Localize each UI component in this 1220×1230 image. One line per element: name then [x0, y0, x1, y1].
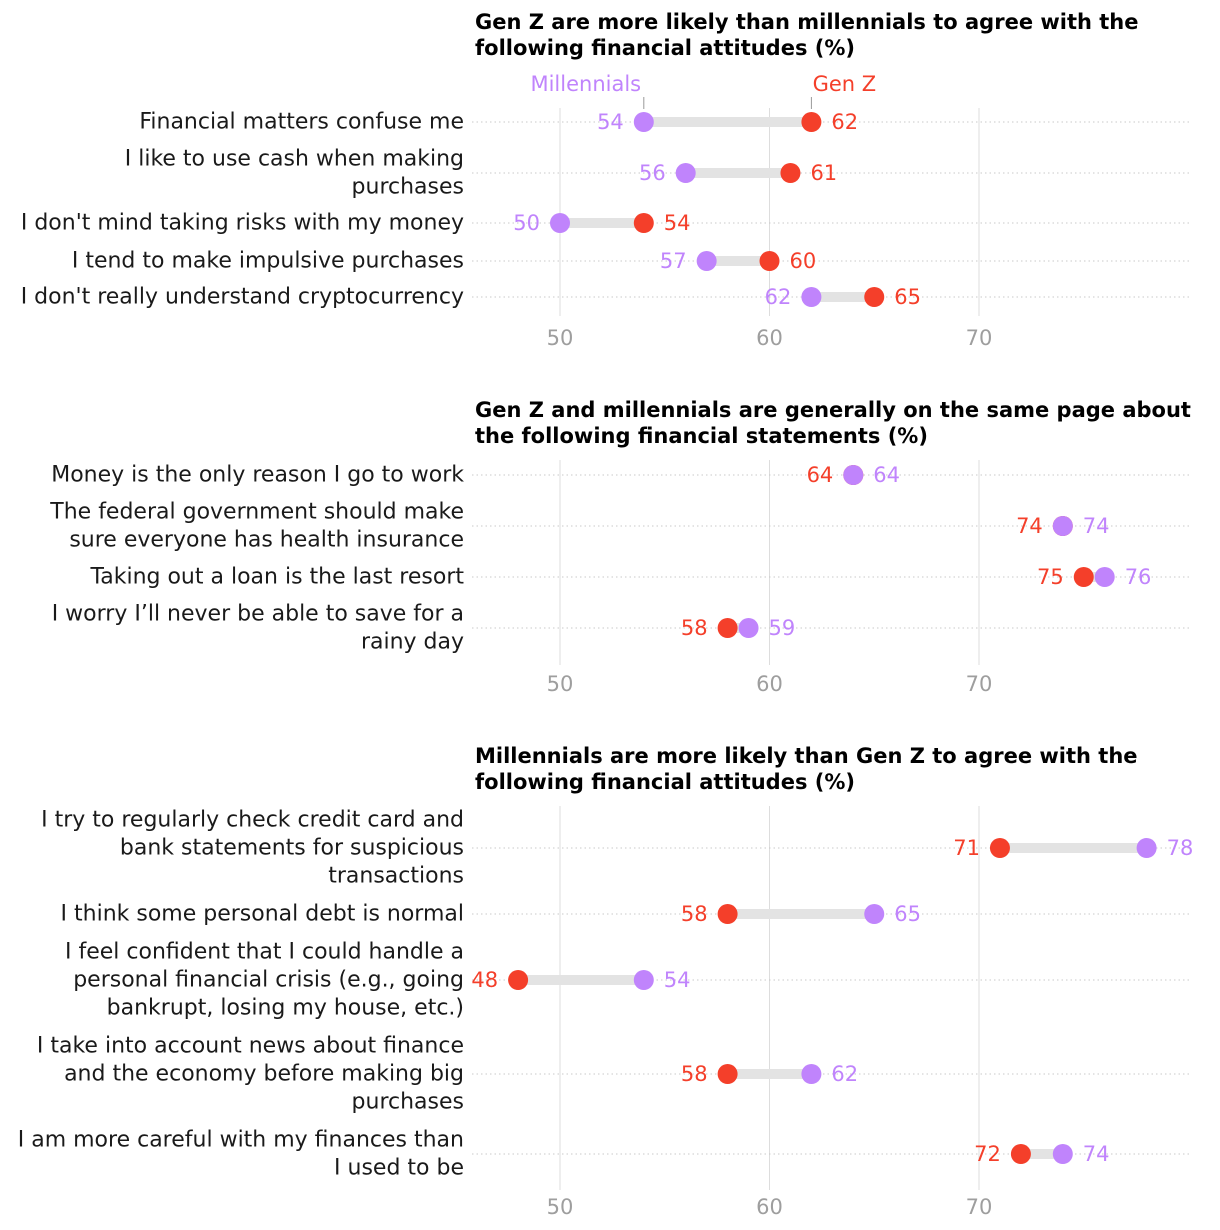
millennials-value-label: 64: [873, 463, 900, 487]
millennials-value-label: 57: [660, 249, 687, 273]
row-label: I used to be: [334, 1156, 464, 1181]
x-tick-label: 70: [966, 1195, 993, 1219]
genz-dot: [508, 970, 529, 990]
genz-value-label: 64: [807, 463, 834, 487]
x-tick-label: 70: [966, 672, 993, 696]
row-label: The federal government should make: [49, 500, 464, 525]
millennials-value-label: 54: [664, 968, 691, 992]
millennials-value-label: 50: [513, 211, 540, 235]
row-label: I am more careful with my finances than: [18, 1128, 464, 1153]
genz-dot: [989, 838, 1010, 858]
legend-genz: Gen Z: [813, 72, 877, 96]
millennials-dot: [738, 618, 759, 638]
genz-dot: [717, 618, 738, 638]
millennials-dot: [864, 904, 885, 924]
row-label: bank statements for suspicious: [120, 836, 464, 861]
row-label: I like to use cash when making: [125, 147, 464, 172]
panel-title-line: the following financial statements (%): [475, 424, 928, 448]
row-label: personal financial crisis (e.g., going: [73, 968, 464, 993]
genz-value-label: 72: [974, 1142, 1001, 1166]
row-label: Financial matters confuse me: [139, 110, 464, 135]
millennials-value-label: 74: [1083, 1142, 1110, 1166]
panel-title-line: Millennials are more likely than Gen Z t…: [475, 744, 1138, 768]
genz-dot: [717, 904, 738, 924]
row-label: purchases: [352, 1090, 464, 1115]
x-tick-label: 70: [966, 326, 993, 350]
x-tick-label: 60: [756, 326, 783, 350]
row-label: bankrupt, losing my house, etc.): [107, 996, 464, 1021]
row-label: I take into account news about finance: [37, 1034, 464, 1059]
genz-value-label: 58: [681, 616, 708, 640]
x-tick-label: 50: [547, 672, 574, 696]
genz-value-label: 74: [1016, 514, 1043, 538]
genz-value-label: 60: [790, 249, 817, 273]
genz-value-label: 62: [831, 110, 858, 134]
legend-millennials: Millennials: [530, 72, 641, 96]
genz-value-label: 75: [1037, 565, 1064, 589]
row-label: I don't mind taking risks with my money: [21, 211, 464, 236]
row-label: purchases: [352, 175, 464, 200]
row-label: I worry I’ll never be able to save for a: [52, 602, 464, 627]
row-label: rainy day: [361, 630, 464, 655]
genz-dot: [759, 251, 780, 271]
row-label: I think some personal debt is normal: [61, 902, 464, 927]
millennials-value-label: 56: [639, 161, 666, 185]
x-tick-label: 50: [547, 1195, 574, 1219]
panel-title-line: Gen Z are more likely than millennials t…: [475, 10, 1139, 34]
row-label: and the economy before making big: [64, 1062, 464, 1087]
millennials-value-label: 54: [597, 110, 624, 134]
millennials-dot: [1052, 516, 1073, 536]
millennials-dot: [696, 251, 717, 271]
millennials-dot: [1052, 1144, 1073, 1164]
genz-dot: [717, 1064, 738, 1084]
millennials-value-label: 78: [1167, 836, 1194, 860]
genz-value-label: 54: [664, 211, 691, 235]
genz-dot: [1073, 567, 1094, 587]
millennials-value-label: 62: [831, 1062, 858, 1086]
panel-title-line: Gen Z and millennials are generally on t…: [475, 398, 1191, 422]
panel-title-line: following financial attitudes (%): [475, 36, 855, 60]
genz-value-label: 65: [894, 285, 921, 309]
panel-3: Millennials are more likely than Gen Z t…: [18, 744, 1194, 1219]
genz-value-label: 48: [471, 968, 498, 992]
x-tick-label: 60: [756, 672, 783, 696]
row-label: Money is the only reason I go to work: [51, 463, 464, 488]
panel-2: Gen Z and millennials are generally on t…: [49, 398, 1191, 696]
millennials-dot: [1136, 838, 1157, 858]
genz-dot: [780, 163, 801, 183]
row-label: transactions: [328, 864, 464, 889]
panel-1: Gen Z are more likely than millennials t…: [21, 10, 1190, 350]
millennials-dot: [801, 1064, 822, 1084]
genz-value-label: 58: [681, 902, 708, 926]
genz-dot: [633, 213, 654, 233]
millennials-value-label: 62: [765, 285, 792, 309]
millennials-dot: [633, 112, 654, 132]
genz-value-label: 61: [810, 161, 837, 185]
genz-dot: [1010, 1144, 1031, 1164]
millennials-value-label: 65: [894, 902, 921, 926]
millennials-value-label: 74: [1083, 514, 1110, 538]
millennials-dot: [1094, 567, 1115, 587]
row-label: Taking out a loan is the last resort: [89, 565, 464, 590]
x-tick-label: 60: [756, 1195, 783, 1219]
millennials-value-label: 59: [769, 616, 796, 640]
x-tick-label: 50: [547, 326, 574, 350]
panel-title-line: following financial attitudes (%): [475, 770, 855, 794]
genz-dot: [864, 287, 885, 307]
millennials-dot: [843, 465, 864, 485]
millennials-value-label: 76: [1125, 565, 1152, 589]
row-label: I don't really understand cryptocurrency: [21, 285, 464, 310]
millennials-dot: [550, 213, 570, 233]
row-label: I feel confident that I could handle a: [65, 940, 464, 965]
row-label: I try to regularly check credit card and: [41, 808, 464, 833]
millennials-dot: [633, 970, 654, 990]
millennials-dot: [675, 163, 696, 183]
millennials-dot: [801, 287, 822, 307]
row-label: I tend to make impulsive purchases: [72, 249, 464, 274]
genz-value-label: 58: [681, 1062, 708, 1086]
row-label: sure everyone has health insurance: [69, 528, 464, 553]
genz-dot: [801, 112, 822, 132]
genz-value-label: 71: [953, 836, 980, 860]
